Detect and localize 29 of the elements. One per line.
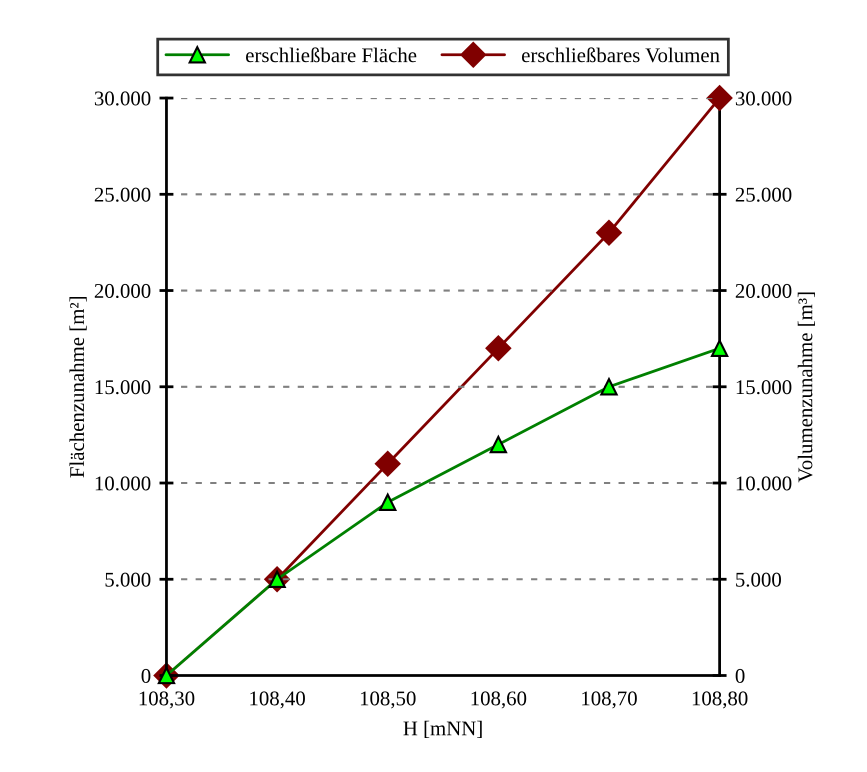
y2-tick-label: 0 — [736, 668, 745, 683]
y-axis-title: Flächenzunahme [m²] — [69, 296, 87, 478]
x-tick-label: 108,30 — [140, 691, 194, 708]
y2-tick-label: 25.000 — [736, 188, 792, 202]
point — [374, 450, 401, 477]
y2-tick-label: 30.000 — [736, 91, 792, 106]
y-tick-label: 30.000 — [94, 91, 150, 106]
x-tick-label: 108,50 — [360, 691, 416, 708]
y-tick-label: 5.000 — [106, 572, 150, 587]
y2-tick-label: 20.000 — [736, 284, 792, 298]
point — [706, 85, 732, 111]
y2-axis-title: Volumenzunahme [m³] — [798, 292, 815, 482]
y-tick-label: 25.000 — [94, 188, 150, 202]
y2-tick-label: 5.000 — [736, 572, 781, 587]
x-tick-label: 108,80 — [692, 691, 748, 708]
point — [486, 335, 512, 362]
y-tick-label: 20.000 — [94, 284, 150, 298]
legend-label: erschließbares Volumen — [522, 47, 720, 62]
y-tick-label: 15.000 — [96, 380, 150, 394]
x-axis-title: H [mNN] — [403, 720, 482, 738]
y-tick-label: 10.000 — [96, 476, 150, 491]
point — [596, 220, 622, 246]
legend-label: erschließbare Fläche — [246, 47, 416, 62]
x-tick-label: 108,40 — [250, 691, 305, 708]
y-tick-label: 0 — [142, 668, 150, 683]
x-tick-label: 108,60 — [472, 691, 526, 708]
x-tick-label: 108,70 — [582, 691, 637, 708]
y2-tick-label: 10.000 — [736, 476, 792, 491]
y2-tick-label: 15.000 — [736, 380, 792, 394]
